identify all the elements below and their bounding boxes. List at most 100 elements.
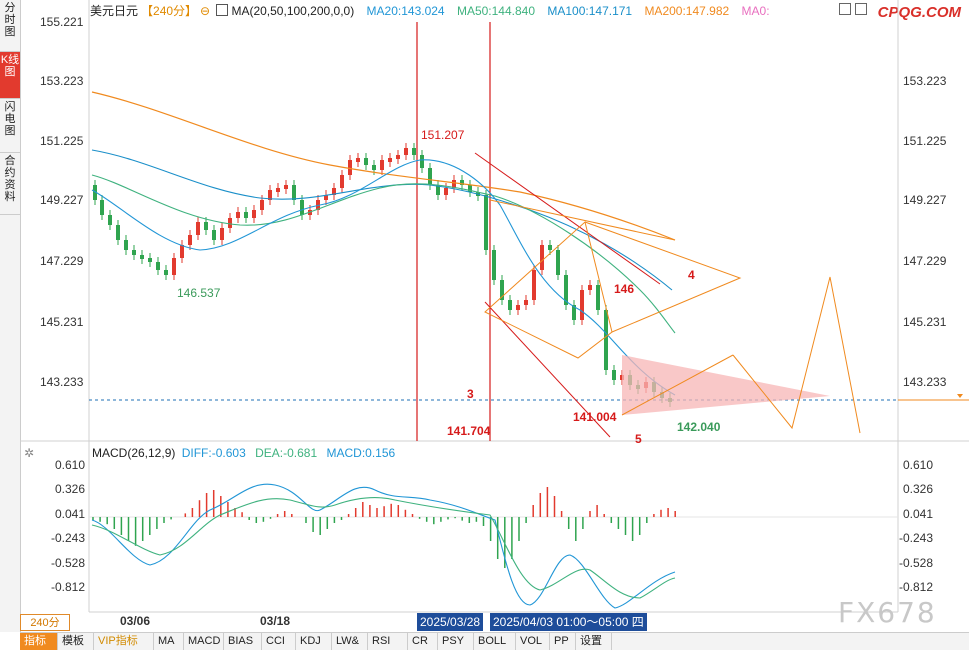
candle-body	[444, 188, 448, 195]
price-tick: 145.231	[903, 315, 947, 329]
macd-value: MACD:0.156	[326, 446, 396, 460]
candle-body	[140, 255, 144, 259]
candle-body	[468, 185, 472, 192]
tab-template[interactable]: 模板	[58, 633, 94, 650]
candle-body	[508, 300, 512, 310]
site-logo: CPQG.COM	[877, 4, 961, 21]
candle-body	[524, 300, 528, 305]
macd-tick: 0.041	[55, 507, 86, 521]
macd-tick: -0.812	[899, 580, 934, 594]
tab-contract-info[interactable]: 合约资料	[0, 153, 20, 215]
period-selector[interactable]: 240分	[20, 614, 70, 631]
candle-body	[220, 228, 224, 240]
tab-cr[interactable]: CR	[408, 633, 438, 650]
ma-legend: 美元日元 【240分】 ⊖ MA(20,50,100,200,0,0) MA20:1…	[90, 2, 773, 18]
low-label-left: 146.537	[177, 286, 221, 300]
candle-body	[268, 190, 272, 200]
macd-tick: -0.243	[51, 531, 86, 545]
candle-body	[364, 158, 368, 165]
period-label: 【240分】	[141, 4, 198, 18]
indicator-icon[interactable]	[216, 4, 229, 16]
candle-body	[580, 290, 584, 320]
tab-ma[interactable]: MA	[154, 633, 184, 650]
candle-body	[332, 188, 336, 195]
tab-rsi[interactable]: RSI	[368, 633, 408, 650]
macd-tick: -0.528	[51, 556, 86, 570]
price-tick: 153.223	[40, 74, 84, 88]
macd-tick: 0.041	[903, 507, 934, 521]
candle-body	[660, 392, 664, 398]
tab-pp[interactable]: PP	[550, 633, 576, 650]
side-tab-bar: 分时图 K线图 闪电图 合约资料	[0, 0, 21, 632]
price-tick: 155.221	[40, 15, 84, 29]
candle-body	[204, 222, 208, 230]
tab-indicators[interactable]: 指标	[20, 633, 58, 650]
price-tick: 151.225	[903, 134, 947, 148]
tab-vip-indicators[interactable]: VIP指标	[94, 633, 154, 650]
tab-bias[interactable]: BIAS	[224, 633, 262, 650]
candle-body	[276, 188, 280, 192]
orange-diamond	[484, 221, 613, 359]
tab-kdj[interactable]: KDJ	[296, 633, 332, 650]
candles-group	[93, 143, 672, 407]
tab-kline[interactable]: K线图	[0, 52, 20, 99]
price-tick: 147.229	[903, 254, 947, 268]
crosshair-time-left: 2025/03/28	[417, 613, 484, 631]
ma200-line	[91, 91, 676, 241]
candle-body	[388, 158, 392, 162]
macd-settings-icon[interactable]: ✲	[24, 446, 35, 460]
macd-tick: -0.243	[899, 531, 934, 545]
candle-body	[148, 258, 152, 262]
expand-icon[interactable]	[839, 3, 851, 15]
settings-icon[interactable]: ⊖	[200, 4, 211, 18]
ma-label: MA(20,50,100,200,0,0)	[231, 4, 355, 18]
candle-body	[428, 168, 432, 185]
price-marker	[957, 394, 963, 398]
tab-settings[interactable]: 设置	[576, 633, 612, 650]
candle-body	[540, 245, 544, 270]
symbol-name: 美元日元	[90, 4, 139, 18]
candle-body	[476, 192, 480, 196]
candle-body	[588, 285, 592, 290]
tab-cci[interactable]: CCI	[262, 633, 296, 650]
candle-body	[564, 275, 568, 305]
wave-label-3: 3	[467, 387, 474, 401]
tab-time-sharing[interactable]: 分时图	[0, 0, 20, 52]
grid-icon[interactable]	[855, 3, 867, 15]
candle-body	[244, 212, 248, 218]
candle-body	[620, 375, 624, 380]
tab-boll[interactable]: BOLL	[474, 633, 516, 650]
candle-body	[380, 160, 384, 170]
ma0-value: MA0:	[741, 4, 770, 18]
macd-tick: -0.812	[51, 580, 86, 594]
candle-body	[668, 398, 672, 402]
pink-triangle	[622, 355, 830, 415]
tab-psy[interactable]: PSY	[438, 633, 474, 650]
candle-body	[636, 385, 640, 389]
candle-body	[420, 155, 424, 168]
candle-body	[516, 305, 520, 310]
tab-lightning[interactable]: 闪电图	[0, 99, 20, 153]
high-label: 151.207	[421, 128, 465, 142]
crosshair-time-right: 2025/04/03 01:00～05:00 四	[490, 613, 647, 631]
candle-body	[644, 382, 648, 388]
candle-body	[436, 185, 440, 195]
candle-body	[348, 160, 352, 175]
candle-body	[100, 200, 104, 215]
macd-tick: 0.326	[55, 482, 86, 496]
candle-body	[164, 270, 168, 275]
tab-macd[interactable]: MACD	[184, 633, 224, 650]
price-tick: 145.231	[40, 315, 84, 329]
candle-body	[356, 158, 360, 162]
price-tick: 149.227	[40, 193, 84, 207]
tab-lw[interactable]: LW&	[332, 633, 368, 650]
ma100-value: MA100:147.171	[547, 4, 633, 18]
candle-body	[228, 218, 232, 228]
candle-body	[300, 200, 304, 215]
candle-body	[596, 285, 600, 310]
candle-body	[604, 310, 608, 370]
tab-vol[interactable]: VOL	[516, 633, 550, 650]
price-tick: 143.233	[40, 375, 84, 389]
